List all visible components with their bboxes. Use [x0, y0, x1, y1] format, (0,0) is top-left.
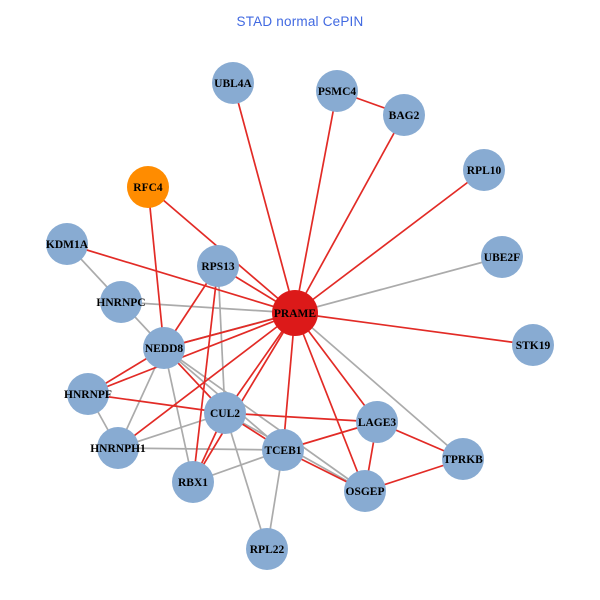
node-tprkb [442, 438, 484, 480]
node-osgep [344, 470, 386, 512]
node-rfc4 [127, 166, 169, 208]
node-kdm1a [46, 223, 88, 265]
edge-nedd8-osgep [163, 347, 366, 492]
edge-prame-tprkb [294, 312, 464, 460]
edge-prame-bag2 [294, 114, 405, 314]
edge-prame-osgep [294, 312, 366, 492]
edge-hnrnph1-tceb1 [117, 447, 284, 451]
node-tceb1 [262, 429, 304, 471]
edge-nedd8-rbx1 [163, 347, 194, 483]
edge-rps13-rbx1 [192, 265, 219, 483]
node-bag2 [383, 94, 425, 136]
node-psmc4 [316, 70, 358, 112]
edge-hnrnpc-prame [120, 301, 296, 314]
node-hnrnpf [67, 373, 109, 415]
node-rpl22 [246, 528, 288, 570]
node-nedd8 [143, 327, 185, 369]
node-prame [272, 290, 318, 336]
edge-cul2-rpl22 [224, 412, 268, 550]
edge-cul2-lage3 [224, 412, 378, 423]
edge-prame-psmc4 [294, 90, 338, 314]
node-rps13 [197, 245, 239, 287]
node-cul2 [204, 392, 246, 434]
node-hnrnph1 [97, 427, 139, 469]
edge-prame-rbx1 [192, 312, 296, 483]
node-lage3 [356, 401, 398, 443]
node-ube2f [481, 236, 523, 278]
edge-prame-hnrnph1 [117, 312, 296, 449]
node-stk19 [512, 324, 554, 366]
edge-prame-hnrnpf [87, 312, 296, 395]
edge-prame-stk19 [294, 312, 534, 346]
edge-prame-kdm1a [66, 243, 296, 314]
node-ubl4a [212, 62, 254, 104]
edge-hnrnpf-cul2 [87, 393, 226, 414]
edge-rfc4-nedd8 [147, 186, 165, 349]
node-rpl10 [463, 149, 505, 191]
edge-prame-rpl10 [294, 169, 485, 314]
edge-prame-ubl4a [232, 82, 296, 314]
plot-title: STAD normal CePIN [236, 14, 364, 29]
node-hnrnpc [100, 281, 142, 323]
node-rbx1 [172, 461, 214, 503]
